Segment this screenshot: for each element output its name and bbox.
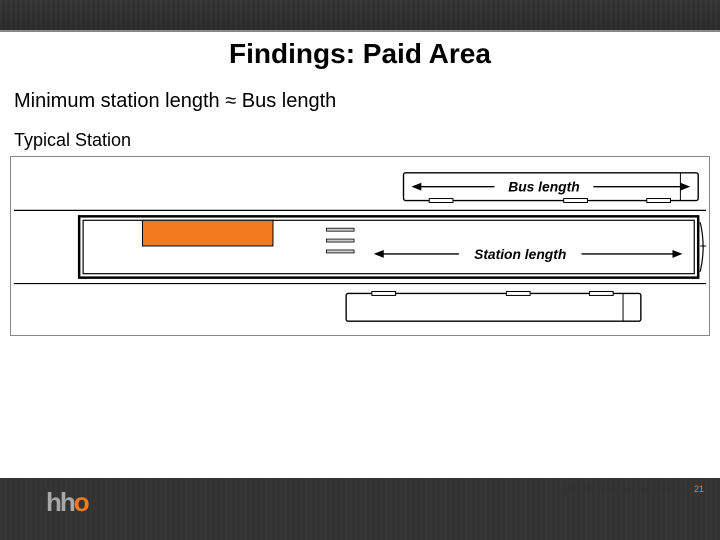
panel-label: Typical Station: [14, 130, 131, 151]
footer-doc-info: BRT Station Capacity Analysis 21: [564, 484, 704, 494]
diagram-panel: Bus length Station length: [10, 156, 710, 336]
svg-text:Station length: Station length: [474, 246, 566, 262]
footer-page-number: 21: [694, 484, 704, 494]
footer-logo: hho: [46, 487, 88, 518]
svg-text:Bus length: Bus length: [508, 179, 579, 195]
slide-title: Findings: Paid Area: [0, 38, 720, 70]
logo-text-plain: hh: [46, 487, 74, 517]
logo-text-accent: o: [74, 487, 88, 517]
slide-subtitle: Minimum station length ≈ Bus length: [14, 90, 336, 113]
header-hatching: [0, 0, 720, 32]
footer-doc-title: BRT Station Capacity Analysis: [564, 484, 686, 494]
station-diagram: Bus length Station length: [11, 157, 709, 335]
